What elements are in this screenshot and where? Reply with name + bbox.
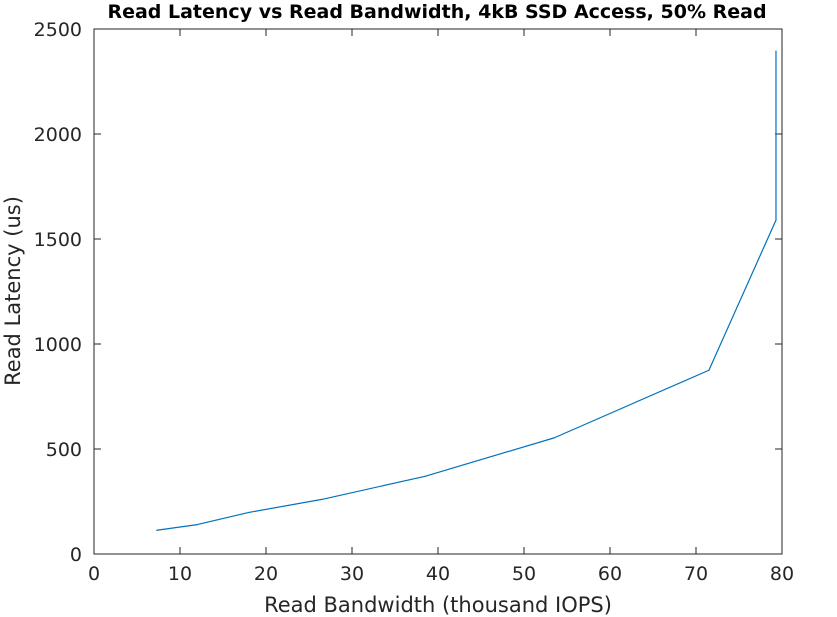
x-tick-label: 20	[254, 563, 278, 585]
y-tick-label: 500	[46, 439, 82, 461]
x-tick-label: 0	[88, 563, 100, 585]
data-point	[553, 437, 555, 439]
x-tick-label: 10	[168, 563, 192, 585]
y-tick-label: 0	[70, 544, 82, 566]
data-point	[775, 50, 777, 52]
plot-frame	[93, 28, 783, 555]
data-point	[196, 524, 198, 526]
data-point	[775, 219, 777, 221]
data-point	[321, 498, 323, 500]
x-tick-label: 30	[340, 563, 364, 585]
data-point	[248, 511, 250, 514]
x-tick-label: 70	[684, 563, 708, 585]
y-tick-label: 1000	[34, 334, 82, 356]
chart-title: Read Latency vs Read Bandwidth, 4kB SSD …	[107, 1, 766, 23]
x-tick-label: 40	[426, 563, 450, 585]
data-point	[156, 529, 158, 531]
x-tick-label: 60	[598, 563, 622, 585]
data-point	[424, 475, 426, 477]
y-axis-label: Read Latency (us)	[1, 196, 25, 386]
series	[156, 50, 777, 531]
plot-background	[94, 29, 782, 554]
y-tick-label: 2500	[34, 19, 82, 41]
x-axis-label: Read Bandwidth (thousand IOPS)	[264, 593, 612, 617]
x-tick-label: 80	[770, 563, 794, 585]
y-tick-label: 1500	[34, 229, 82, 251]
ticks: 0 10 20 30 40 50 60 70 80 0 500 1000 1500 2000 2500	[34, 19, 794, 585]
x-tick-label: 50	[512, 563, 536, 585]
data-point	[708, 369, 710, 371]
y-tick-label: 2000	[34, 124, 82, 146]
